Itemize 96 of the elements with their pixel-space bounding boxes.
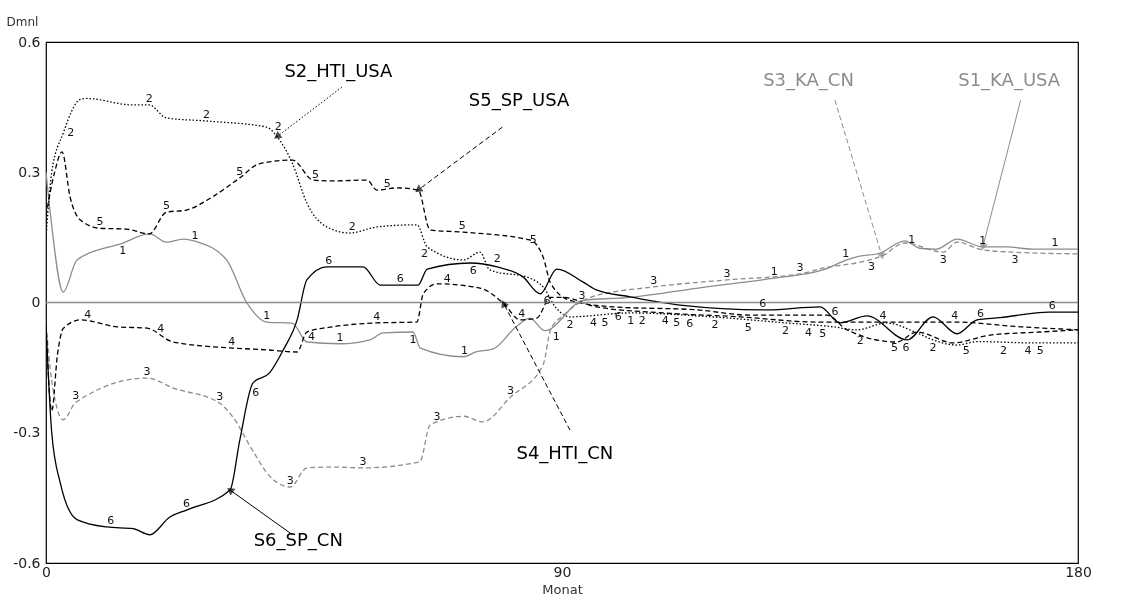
annotation: 5 xyxy=(383,176,391,190)
y-axis-title: Dmnl xyxy=(6,14,39,29)
text: S5_SP_USA xyxy=(468,89,570,112)
annotation: 1 xyxy=(908,233,916,247)
y-tick-label: -0.3 xyxy=(13,424,41,441)
annotation: 4 xyxy=(84,307,92,321)
annotation: 5 xyxy=(162,199,170,213)
annotation: 4 xyxy=(373,309,381,323)
annotation: 6 xyxy=(469,263,477,277)
annotation: 2 xyxy=(929,340,937,354)
annotation: 6 xyxy=(759,296,767,310)
y-tick-label: 0.6 xyxy=(18,33,41,50)
annotation: 1 xyxy=(627,313,635,327)
annotation: 3 xyxy=(1011,253,1019,267)
x-tick-label: 90 xyxy=(553,563,572,580)
annotation: 1 xyxy=(461,343,469,357)
annotation: 2 xyxy=(782,323,790,337)
annotation: 5 xyxy=(673,316,681,330)
y-tick-label: 0 xyxy=(31,294,41,310)
annotation: 5 xyxy=(819,326,827,340)
annotation: 6 xyxy=(543,294,551,308)
annotation: 3 xyxy=(939,253,947,267)
text: S1_KA_USA xyxy=(958,68,1061,91)
text: S6_SP_CN xyxy=(253,528,343,551)
annotation: 6 xyxy=(902,340,910,354)
annotation: 4 xyxy=(228,335,236,349)
annotation: 3 xyxy=(578,288,586,302)
annotation: 2 xyxy=(638,313,646,327)
annotation: 6 xyxy=(107,513,115,527)
annotation: 4 xyxy=(879,309,887,323)
annotation: 5 xyxy=(601,315,609,329)
annotation: 3 xyxy=(286,474,294,488)
annotation: 3 xyxy=(796,260,804,274)
annotation: 6 xyxy=(182,497,190,511)
text: S4_HTI_CN xyxy=(516,442,614,465)
annotation: 3 xyxy=(650,273,658,287)
annotation: 5 xyxy=(458,219,466,233)
annotation: 3 xyxy=(433,410,441,424)
annotation: 2 xyxy=(566,317,574,331)
annotation: 1 xyxy=(1051,236,1059,250)
annotation: 5 xyxy=(529,233,537,247)
annotation: 5 xyxy=(891,340,899,354)
annotation: 3 xyxy=(723,266,731,280)
annotation: 6 xyxy=(614,309,622,323)
annotation: 4 xyxy=(1024,343,1032,357)
annotation: 2 xyxy=(145,91,153,105)
annotation: 6 xyxy=(686,316,694,330)
annotation: 3 xyxy=(72,389,80,403)
annotation: 1 xyxy=(770,265,778,279)
annotation: 2 xyxy=(274,120,282,134)
annotation: 6 xyxy=(831,304,839,318)
annotation: 3 xyxy=(506,384,514,398)
annotation: 2 xyxy=(711,317,719,331)
annotation: 5 xyxy=(962,344,970,358)
annotation: 6 xyxy=(977,306,985,320)
annotation: 2 xyxy=(67,126,75,140)
annotation: 6 xyxy=(1048,299,1056,313)
annotation: 3 xyxy=(359,454,367,468)
text: S2_HTI_USA xyxy=(284,60,394,83)
annotation: 4 xyxy=(805,325,813,339)
annotation: 2 xyxy=(856,334,864,348)
annotation: 1 xyxy=(191,228,199,242)
y-tick-label: 0.3 xyxy=(18,163,41,180)
annotation: 6 xyxy=(325,253,333,267)
annotation: 3 xyxy=(143,365,151,379)
y-tick-label: -0.6 xyxy=(13,554,41,571)
annotation: 4 xyxy=(951,309,959,323)
annotation: 2 xyxy=(420,247,428,261)
annotation: 1 xyxy=(263,309,271,323)
annotation: 6 xyxy=(396,272,404,286)
annotation: 4 xyxy=(590,316,598,330)
x-tick-label: 180 xyxy=(1065,563,1092,580)
annotation: 3 xyxy=(868,260,876,274)
annotation: 2 xyxy=(203,108,211,122)
annotation: 5 xyxy=(311,167,319,181)
annotation: 2 xyxy=(348,220,356,234)
annotation: 5 xyxy=(744,320,752,334)
annotation: 1 xyxy=(552,329,560,343)
annotation: 5 xyxy=(236,164,244,178)
annotation: 4 xyxy=(661,313,669,327)
annotation: 1 xyxy=(336,330,344,344)
annotation: 2 xyxy=(999,343,1007,357)
annotation: 1 xyxy=(119,244,127,258)
annotation: 4 xyxy=(157,322,165,336)
annotation: 4 xyxy=(308,330,315,344)
annotation: 1 xyxy=(409,333,417,347)
annotation: 2 xyxy=(493,252,501,266)
x-axis-title: Monat xyxy=(542,581,583,597)
annotation: 5 xyxy=(96,215,104,229)
annotation: 3 xyxy=(216,390,224,404)
annotation: 5 xyxy=(1036,343,1044,357)
annotation: 1 xyxy=(842,246,850,260)
annotation: 4 xyxy=(443,272,451,286)
annotation: 6 xyxy=(252,385,260,399)
text: S3_KA_CN xyxy=(763,68,854,91)
annotation: 4 xyxy=(518,306,526,320)
